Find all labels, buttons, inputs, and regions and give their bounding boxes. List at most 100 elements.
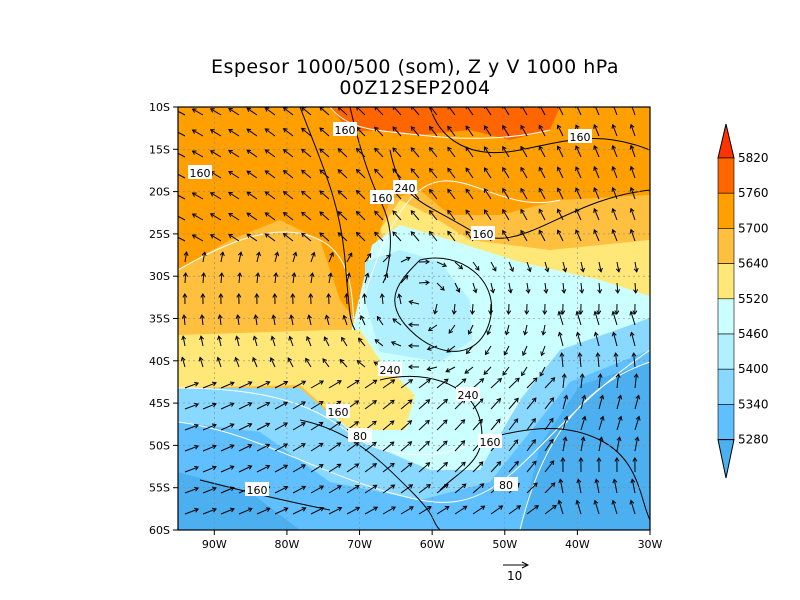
height-contour <box>394 257 492 352</box>
wind-vector-head <box>247 465 253 470</box>
wind-vector-head <box>629 499 635 505</box>
wind-vector-head <box>507 288 513 294</box>
wind-vector-head <box>301 190 306 196</box>
wind-vector-head <box>514 460 519 466</box>
wind-vector <box>192 108 204 116</box>
y-tick-label: 35S <box>149 313 170 326</box>
wind-vector-head <box>336 421 342 426</box>
wind-vector-head <box>319 211 325 217</box>
wind-vector-head <box>407 399 413 404</box>
wind-vector <box>238 508 253 515</box>
wind-vector-head <box>374 126 379 132</box>
wind-vector <box>490 378 502 389</box>
wind-vector-head <box>611 310 617 316</box>
wind-vector <box>292 273 295 284</box>
wind-vector-head <box>246 149 252 155</box>
wind-vector-head <box>229 465 235 470</box>
wind-vector-head <box>201 251 207 257</box>
wind-vector-head <box>465 188 470 194</box>
wind-vector <box>283 128 294 137</box>
wind-vector <box>526 418 536 431</box>
contour-label-bg <box>348 428 372 442</box>
wind-vector <box>485 345 492 355</box>
wind-vector-head <box>247 444 253 449</box>
wind-vector-head <box>282 170 288 175</box>
wind-vector-head <box>283 464 289 470</box>
wind-vector <box>265 149 276 158</box>
wind-vector-head <box>576 478 582 484</box>
wind-vector <box>301 148 312 158</box>
wind-vector-head <box>322 358 327 363</box>
wind-vector-head <box>575 331 581 337</box>
wind-vector-head <box>265 381 271 386</box>
wind-vector-head <box>374 210 379 216</box>
wind-vector <box>392 231 402 242</box>
wind-vector-head <box>253 314 259 320</box>
wind-vector <box>184 382 199 389</box>
wind-vector <box>593 124 600 137</box>
wind-vector-head <box>575 229 580 235</box>
wind-vector-head <box>252 335 258 341</box>
wind-vector <box>634 374 638 389</box>
wind-vector-head <box>229 486 235 492</box>
wind-vector <box>472 378 484 389</box>
wind-vector-head <box>372 379 378 385</box>
wind-vector-head <box>289 314 295 320</box>
contour-label: 160 <box>335 124 356 137</box>
wind-vector-head <box>593 187 598 192</box>
wind-vector <box>346 442 359 452</box>
wind-vector-head <box>478 418 483 424</box>
wind-vector-head <box>428 188 434 194</box>
wind-vector <box>301 169 312 179</box>
y-tick-label: 10S <box>149 101 170 114</box>
wind-vector-head <box>408 343 413 349</box>
wind-vector-head <box>211 486 217 492</box>
wind-vector <box>328 463 341 473</box>
wind-vector <box>210 213 222 221</box>
wind-vector <box>322 358 330 368</box>
wind-vector-head <box>218 293 224 298</box>
wind-vector <box>220 487 235 494</box>
wind-vector <box>356 148 366 158</box>
wind-vector <box>472 261 480 271</box>
wind-vector <box>544 261 549 272</box>
wind-vector <box>292 464 306 473</box>
wind-vector-head <box>209 192 215 197</box>
wind-vector-head <box>366 252 372 258</box>
wind-vector <box>274 381 288 389</box>
band-5400-center <box>365 250 472 362</box>
wind-vector-head <box>354 379 360 385</box>
wind-vector-head <box>502 208 507 214</box>
wind-vector-head <box>581 394 587 400</box>
wind-vector-head <box>483 146 489 151</box>
wind-vector-head <box>301 507 307 512</box>
chart-subtitle: 00Z12SEP2004 <box>339 77 491 99</box>
wind-vector-head <box>364 272 370 278</box>
wind-vector-head <box>301 148 306 154</box>
wind-vector <box>184 508 199 515</box>
wind-vector-head <box>513 418 519 424</box>
wind-vector-head <box>451 310 457 315</box>
wind-vector-head <box>390 379 396 384</box>
contour-label-bg <box>393 180 417 194</box>
wind-vector <box>593 208 600 221</box>
wind-vector-head <box>556 229 562 235</box>
wind-vector <box>382 420 395 431</box>
wind-vector-head <box>599 394 605 400</box>
wind-vector <box>465 188 474 200</box>
wind-vector-head <box>426 483 431 489</box>
wind-vector-head <box>464 369 470 374</box>
wind-vector-head <box>490 288 496 294</box>
wind-vector <box>576 107 582 116</box>
wind-vector <box>520 188 528 200</box>
wind-vector <box>283 170 294 179</box>
wind-vector-head <box>194 486 200 492</box>
wind-vector-head <box>211 444 217 450</box>
wind-vector <box>201 315 204 326</box>
wind-vector <box>465 167 474 179</box>
wind-vector <box>502 125 510 137</box>
band-5520-west <box>178 330 415 430</box>
colorbar-label: 5280 <box>738 433 769 447</box>
wind-vector <box>595 107 600 116</box>
colorbar-swatch <box>717 228 735 264</box>
